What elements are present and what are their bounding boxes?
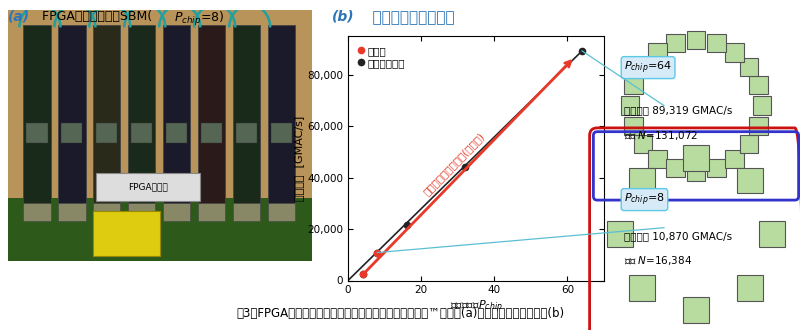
FancyBboxPatch shape xyxy=(666,159,685,178)
FancyBboxPatch shape xyxy=(759,221,785,247)
Text: 処理速度 89,319 GMAC/s: 処理速度 89,319 GMAC/s xyxy=(624,106,732,116)
Bar xyxy=(236,123,258,143)
Bar xyxy=(23,25,50,206)
FancyBboxPatch shape xyxy=(634,135,652,153)
Bar xyxy=(163,25,190,206)
FancyBboxPatch shape xyxy=(634,58,652,76)
Bar xyxy=(128,203,155,220)
実測値 xyxy=(358,272,367,276)
FancyBboxPatch shape xyxy=(648,149,666,168)
FancyBboxPatch shape xyxy=(737,168,762,193)
FancyBboxPatch shape xyxy=(666,34,685,52)
シミュレータ xyxy=(402,223,411,227)
FancyBboxPatch shape xyxy=(737,275,762,301)
Text: $P_{chip}$=64: $P_{chip}$=64 xyxy=(624,59,672,76)
Bar xyxy=(23,203,50,220)
Bar xyxy=(268,25,295,206)
Bar xyxy=(166,123,187,143)
Text: 規模 $N$=131,072: 規模 $N$=131,072 xyxy=(624,129,698,142)
FancyBboxPatch shape xyxy=(630,168,655,193)
FancyBboxPatch shape xyxy=(707,34,726,52)
Text: 図3：FPGAクラスタ実装のシミュレーテッド分岐マシン™の写真(a)とスケールアウト特性(b): 図3：FPGAクラスタ実装のシミュレーテッド分岐マシン™の写真(a)とスケールア… xyxy=(236,307,564,320)
FancyBboxPatch shape xyxy=(621,96,639,115)
FancyBboxPatch shape xyxy=(624,76,642,94)
FancyBboxPatch shape xyxy=(750,117,768,135)
FancyBboxPatch shape xyxy=(750,76,768,94)
FancyBboxPatch shape xyxy=(740,135,758,153)
FancyBboxPatch shape xyxy=(726,43,744,62)
Bar xyxy=(93,25,121,206)
FancyBboxPatch shape xyxy=(683,146,709,171)
Bar xyxy=(93,203,121,220)
Bar xyxy=(128,25,155,206)
Text: (b): (b) xyxy=(332,10,354,24)
Bar xyxy=(93,211,160,256)
Text: $P_{chip}$=8): $P_{chip}$=8) xyxy=(174,10,224,28)
Bar xyxy=(198,203,226,220)
FancyBboxPatch shape xyxy=(740,58,758,76)
Text: 規模 $N$=16,384: 規模 $N$=16,384 xyxy=(624,254,692,267)
Line: シミュレータ: シミュレータ xyxy=(359,48,585,277)
FancyBboxPatch shape xyxy=(648,43,666,62)
FancyBboxPatch shape xyxy=(686,162,706,181)
FancyBboxPatch shape xyxy=(753,96,771,115)
FancyBboxPatch shape xyxy=(624,117,642,135)
Text: (a): (a) xyxy=(8,10,30,24)
FancyBboxPatch shape xyxy=(726,149,744,168)
FancyBboxPatch shape xyxy=(683,297,709,323)
シミュレータ xyxy=(373,250,382,254)
Line: 実測値: 実測値 xyxy=(359,249,380,277)
Bar xyxy=(96,123,118,143)
Bar xyxy=(201,123,222,143)
Text: 処理速度 10,870 GMAC/s: 処理速度 10,870 GMAC/s xyxy=(624,231,732,241)
FancyBboxPatch shape xyxy=(630,275,655,301)
Bar xyxy=(163,203,190,220)
Text: スケールアウト特性: スケールアウト特性 xyxy=(362,10,455,25)
FancyBboxPatch shape xyxy=(96,173,199,201)
Legend: 実測値, シミュレータ: 実測値, シミュレータ xyxy=(354,42,410,72)
Y-axis label: 計算速度  [GMAC/s]: 計算速度 [GMAC/s] xyxy=(294,116,304,201)
Bar xyxy=(198,25,226,206)
Bar xyxy=(268,203,295,220)
Bar xyxy=(8,198,312,261)
Bar xyxy=(26,123,47,143)
FancyBboxPatch shape xyxy=(686,31,706,49)
Bar xyxy=(131,123,152,143)
Bar xyxy=(271,123,292,143)
シミュレータ xyxy=(460,165,470,169)
FancyBboxPatch shape xyxy=(607,221,633,247)
X-axis label: チップ数，$P_{chip}$: チップ数，$P_{chip}$ xyxy=(450,298,502,314)
FancyBboxPatch shape xyxy=(707,159,726,178)
シミュレータ xyxy=(578,49,587,53)
Text: FPGAクラスタ実装SBM(: FPGAクラスタ実装SBM( xyxy=(34,10,152,23)
Bar xyxy=(233,25,260,206)
Bar xyxy=(58,25,86,206)
Text: FPGAチップ: FPGAチップ xyxy=(128,182,168,191)
Text: $P_{chip}$=8: $P_{chip}$=8 xyxy=(624,191,665,208)
実測値 xyxy=(373,250,382,254)
Text: スケールアウト特性(世界初): スケールアウト特性(世界初) xyxy=(422,131,486,197)
シミュレータ xyxy=(358,272,367,276)
Bar xyxy=(233,203,260,220)
Bar xyxy=(58,203,86,220)
Bar xyxy=(61,123,82,143)
